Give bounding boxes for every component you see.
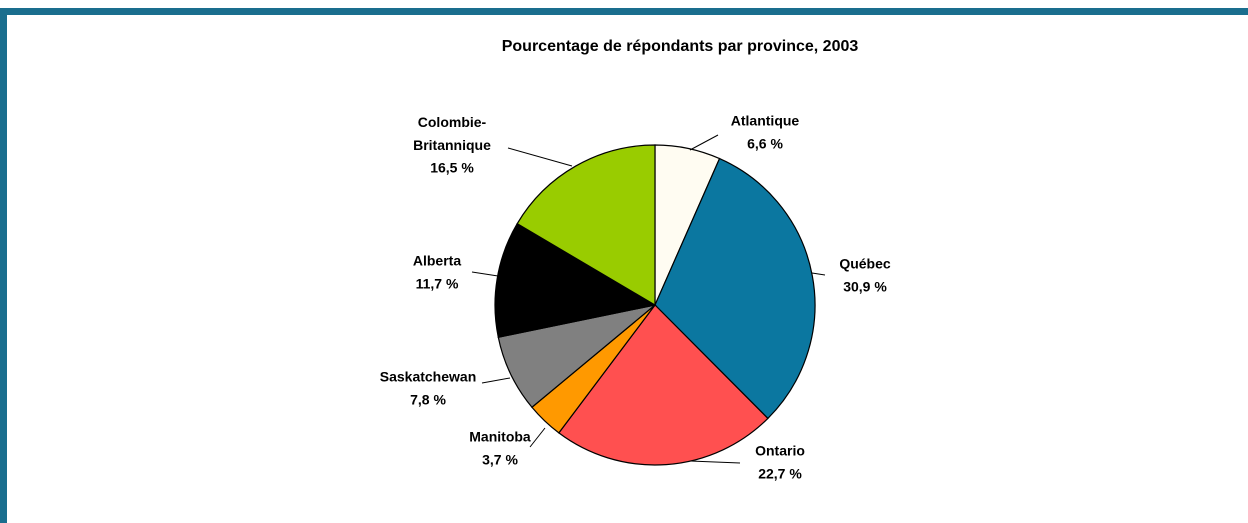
slice-label: Atlantique [731, 113, 800, 129]
pie-slice [558, 304, 769, 466]
slice-label: Ontario [755, 443, 805, 459]
pie-slice [516, 144, 656, 307]
leader-line [507, 147, 573, 167]
value-label: 11,7 % [416, 276, 459, 292]
slice-label: Alberta [413, 253, 461, 269]
slice-label: Manitoba [469, 429, 531, 445]
value-label: 16,5 % [430, 160, 474, 176]
leader-line [481, 377, 511, 384]
leader-line [471, 271, 499, 277]
chart-title: Pourcentage de répondants par province, … [502, 38, 859, 55]
pie-slice [654, 157, 816, 420]
leader-line [811, 272, 826, 276]
value-label: 3,7 % [482, 452, 518, 468]
pie-slice [494, 222, 657, 338]
value-label: 22,7 % [758, 466, 802, 482]
value-label: 7,8 % [410, 392, 446, 408]
leader-line [529, 427, 546, 448]
slice-label: Saskatchewan [380, 369, 477, 385]
value-label: 6,6 % [747, 136, 783, 152]
frame-left [0, 8, 7, 523]
leader-line [689, 460, 741, 464]
leader-line [689, 134, 719, 151]
value-label: 30,9 % [843, 279, 887, 295]
label-line: Britannique [413, 137, 491, 153]
slice-label: Québec [839, 256, 891, 272]
frame-top [0, 8, 1248, 15]
label-line: Colombie- [418, 114, 487, 130]
slice-label: Colombie- Britannique [413, 114, 491, 153]
